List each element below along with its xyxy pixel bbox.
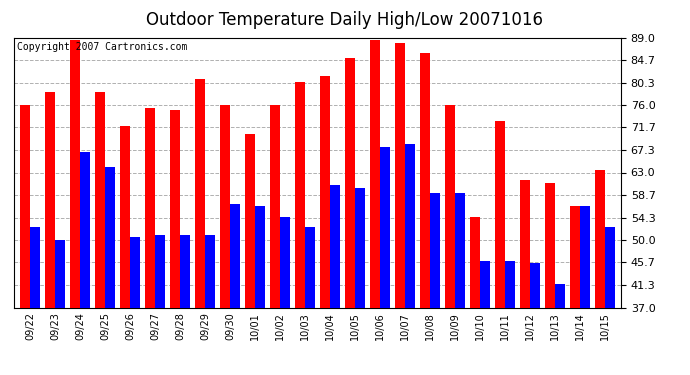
Bar — [405, 144, 415, 375]
Bar — [295, 82, 305, 375]
Bar — [595, 170, 604, 375]
Bar — [570, 206, 580, 375]
Bar — [30, 227, 40, 375]
Bar — [70, 40, 80, 375]
Bar — [80, 152, 90, 375]
Bar — [255, 206, 265, 375]
Bar — [455, 193, 465, 375]
Bar — [345, 58, 355, 375]
Bar — [145, 108, 155, 375]
Bar — [55, 240, 65, 375]
Bar — [330, 186, 340, 375]
Bar — [430, 193, 440, 375]
Bar — [505, 261, 515, 375]
Bar — [195, 79, 205, 375]
Bar — [395, 43, 405, 375]
Bar — [280, 217, 290, 375]
Bar — [45, 92, 55, 375]
Bar — [155, 235, 165, 375]
Bar — [604, 227, 615, 375]
Bar — [305, 227, 315, 375]
Bar — [530, 263, 540, 375]
Text: Copyright 2007 Cartronics.com: Copyright 2007 Cartronics.com — [17, 42, 187, 51]
Bar — [370, 40, 380, 375]
Bar — [270, 105, 280, 375]
Bar — [205, 235, 215, 375]
Bar — [130, 237, 140, 375]
Bar — [520, 180, 530, 375]
Bar — [20, 105, 30, 375]
Bar — [105, 167, 115, 375]
Bar — [380, 147, 390, 375]
Bar — [355, 188, 365, 375]
Bar — [480, 261, 490, 375]
Bar — [320, 76, 330, 375]
Bar — [420, 53, 430, 375]
Bar — [445, 105, 455, 375]
Bar — [495, 121, 505, 375]
Text: Outdoor Temperature Daily High/Low 20071016: Outdoor Temperature Daily High/Low 20071… — [146, 11, 544, 29]
Bar — [470, 217, 480, 375]
Bar — [245, 134, 255, 375]
Bar — [555, 284, 565, 375]
Bar — [120, 126, 130, 375]
Bar — [580, 206, 590, 375]
Bar — [95, 92, 105, 375]
Bar — [170, 110, 180, 375]
Bar — [230, 204, 240, 375]
Bar — [220, 105, 230, 375]
Bar — [545, 183, 555, 375]
Bar — [180, 235, 190, 375]
